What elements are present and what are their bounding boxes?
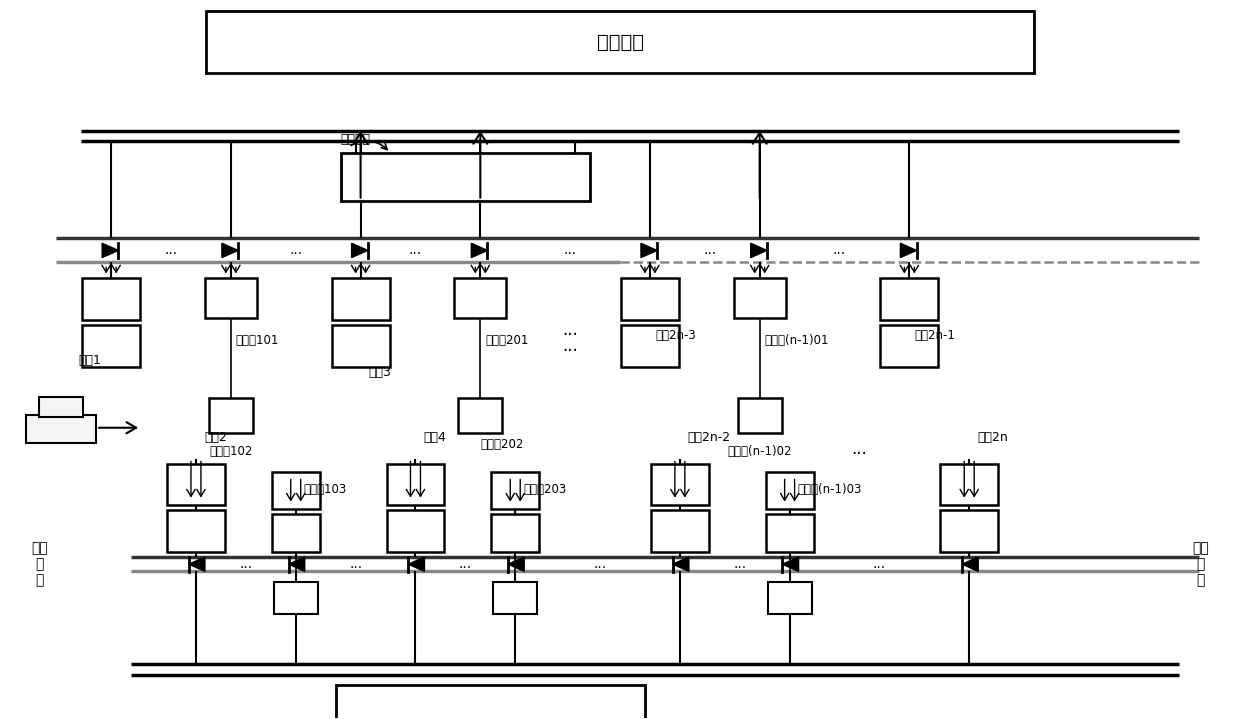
Bar bbox=[26, 415, 97, 443]
Text: 检测器102: 检测器102 bbox=[210, 444, 253, 458]
Polygon shape bbox=[352, 243, 368, 257]
Text: ...: ... bbox=[409, 244, 422, 257]
Text: 检测器101: 检测器101 bbox=[236, 334, 279, 347]
Bar bbox=[336, 684, 645, 719]
Text: 风机2n: 风机2n bbox=[977, 431, 1008, 444]
Bar bbox=[734, 278, 786, 319]
Text: 检测器(n-1)03: 检测器(n-1)03 bbox=[797, 483, 862, 496]
Bar bbox=[651, 510, 709, 552]
Bar bbox=[765, 472, 813, 510]
Bar bbox=[341, 153, 590, 201]
Bar bbox=[167, 464, 224, 505]
Text: 检测器201: 检测器201 bbox=[485, 334, 528, 347]
Text: 检测器202: 检测器202 bbox=[480, 438, 523, 451]
Polygon shape bbox=[750, 243, 766, 257]
Bar bbox=[205, 278, 257, 319]
Polygon shape bbox=[641, 243, 657, 257]
Bar bbox=[494, 582, 537, 614]
Polygon shape bbox=[188, 557, 205, 572]
Polygon shape bbox=[102, 243, 118, 257]
Text: ...: ... bbox=[289, 244, 303, 257]
Text: 风机2n-2: 风机2n-2 bbox=[688, 431, 730, 444]
Text: 风机2n-1: 风机2n-1 bbox=[914, 329, 955, 342]
Text: ...: ... bbox=[165, 244, 177, 257]
Bar bbox=[82, 278, 140, 320]
Bar bbox=[940, 464, 998, 505]
Text: 风机1: 风机1 bbox=[78, 354, 102, 367]
Text: ...: ... bbox=[873, 557, 887, 571]
Text: ...: ... bbox=[459, 557, 472, 571]
Bar bbox=[206, 12, 1034, 73]
Text: 风机2n-3: 风机2n-3 bbox=[655, 329, 696, 342]
Polygon shape bbox=[471, 243, 487, 257]
Bar bbox=[768, 582, 811, 614]
Bar bbox=[40, 397, 83, 417]
Bar bbox=[331, 325, 389, 367]
Bar bbox=[621, 325, 678, 367]
Bar bbox=[387, 510, 444, 552]
Text: ...: ... bbox=[703, 244, 717, 257]
Text: ...: ... bbox=[562, 321, 578, 339]
Bar bbox=[387, 464, 444, 505]
Bar bbox=[272, 472, 320, 510]
Bar bbox=[491, 514, 539, 552]
Polygon shape bbox=[672, 557, 689, 572]
Bar bbox=[272, 514, 320, 552]
Bar bbox=[491, 472, 539, 510]
Bar bbox=[940, 510, 998, 552]
Text: 隆道
入
口: 隆道 入 口 bbox=[31, 541, 47, 587]
Text: ...: ... bbox=[239, 557, 253, 571]
Polygon shape bbox=[408, 557, 424, 572]
Text: ...: ... bbox=[594, 557, 606, 571]
Text: 隆道
出
口: 隆道 出 口 bbox=[1193, 541, 1209, 587]
Bar bbox=[167, 510, 224, 552]
Bar bbox=[765, 514, 813, 552]
Bar bbox=[208, 398, 253, 433]
Bar bbox=[274, 582, 317, 614]
Text: ...: ... bbox=[733, 557, 746, 571]
Polygon shape bbox=[222, 243, 238, 257]
Bar bbox=[880, 325, 939, 367]
Polygon shape bbox=[900, 243, 916, 257]
Text: ...: ... bbox=[852, 439, 867, 458]
Text: ...: ... bbox=[563, 244, 577, 257]
Text: 检测器(n-1)02: 检测器(n-1)02 bbox=[728, 444, 792, 458]
Bar bbox=[621, 278, 678, 320]
Text: 储能装置: 储能装置 bbox=[341, 133, 371, 146]
Polygon shape bbox=[508, 557, 525, 572]
Bar bbox=[454, 278, 506, 319]
Bar bbox=[82, 325, 140, 367]
Polygon shape bbox=[289, 557, 305, 572]
Text: ...: ... bbox=[833, 244, 846, 257]
Text: 风机4: 风机4 bbox=[423, 431, 446, 444]
Bar bbox=[738, 398, 781, 433]
Bar bbox=[651, 464, 709, 505]
Polygon shape bbox=[782, 557, 799, 572]
Text: ...: ... bbox=[348, 557, 362, 571]
Polygon shape bbox=[962, 557, 978, 572]
Text: 风机2: 风机2 bbox=[203, 431, 227, 444]
Text: 检测器203: 检测器203 bbox=[523, 483, 567, 496]
Text: 检测器(n-1)01: 检测器(n-1)01 bbox=[765, 334, 830, 347]
Bar bbox=[459, 398, 502, 433]
Bar bbox=[880, 278, 939, 320]
Text: 风机3: 风机3 bbox=[368, 367, 392, 380]
Text: ...: ... bbox=[562, 337, 578, 355]
Text: 控制中心: 控制中心 bbox=[596, 33, 644, 52]
Bar bbox=[331, 278, 389, 320]
Text: 检测器103: 检测器103 bbox=[304, 483, 347, 496]
